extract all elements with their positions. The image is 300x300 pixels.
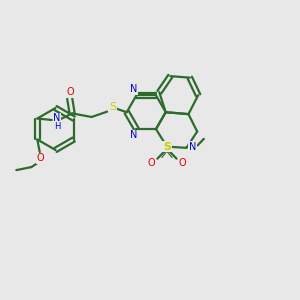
Text: N: N [53, 113, 61, 123]
Text: N: N [189, 142, 196, 152]
Text: H: H [54, 122, 60, 131]
Text: S: S [163, 142, 171, 152]
Text: O: O [148, 158, 155, 169]
Text: N: N [130, 84, 138, 94]
Text: N: N [130, 130, 138, 140]
Text: S: S [109, 101, 116, 112]
Text: O: O [37, 153, 44, 163]
Text: O: O [179, 158, 186, 169]
Text: O: O [66, 87, 74, 98]
